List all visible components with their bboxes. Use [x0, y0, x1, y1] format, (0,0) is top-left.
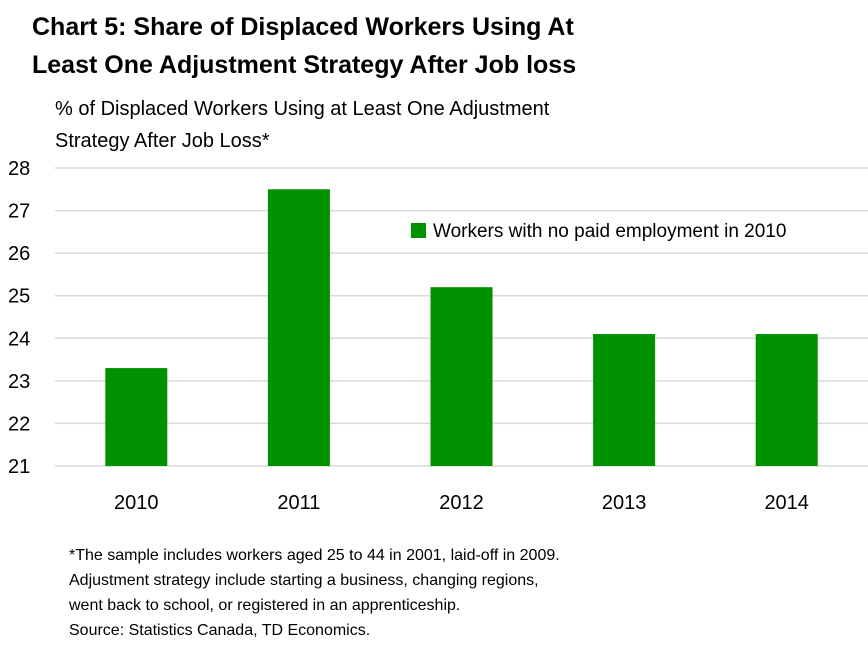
x-axis-ticks: 2010 2011 2012 2013 2014: [114, 492, 809, 514]
footnote-source: Source: Statistics Canada, TD Economics.: [69, 622, 371, 639]
y-tick-label-22: 22: [8, 413, 30, 435]
legend-label: Workers with no paid employment in 2010: [433, 221, 786, 242]
bar-2011: [267, 189, 330, 467]
y-tick-label-21: 21: [8, 456, 30, 478]
y-tick-label-25: 25: [8, 286, 30, 308]
chart-title-line-2: Least One Adjustment Strategy After Job …: [32, 51, 577, 79]
y-axis-label-line-1: % of Displaced Workers Using at Least On…: [55, 98, 550, 120]
bar-2014: [755, 334, 818, 466]
y-tick-label-27: 27: [8, 201, 30, 223]
legend-swatch: [411, 223, 426, 238]
chart-title-line-1: Chart 5: Share of Displaced Workers Usin…: [32, 13, 574, 41]
x-tick-label-2014: 2014: [764, 492, 809, 514]
footnote-line-1: *The sample includes workers aged 25 to …: [69, 547, 560, 564]
bar-2010: [105, 368, 168, 466]
x-tick-label-2010: 2010: [114, 492, 159, 514]
bar-chart: 21 22 23 24 25 26 27 28 2010 2011 2012 2013 2014 Wo…: [8, 158, 868, 514]
y-tick-label-28: 28: [8, 158, 30, 180]
y-axis-label-line-2: Strategy After Job Loss*: [55, 130, 270, 152]
x-tick-label-2011: 2011: [277, 492, 320, 514]
y-tick-label-24: 24: [8, 328, 30, 350]
x-tick-label-2013: 2013: [602, 492, 647, 514]
footnote-line-2: Adjustment strategy include starting a b…: [69, 572, 539, 589]
footnote-line-3: went back to school, or registered in an…: [69, 597, 461, 614]
y-tick-label-23: 23: [8, 371, 30, 393]
bar-2012: [430, 287, 493, 466]
bar-2013: [593, 334, 656, 466]
y-axis-label: % of Displaced Workers Using at Least On…: [55, 93, 755, 157]
footnote: *The sample includes workers aged 25 to …: [69, 543, 849, 643]
legend: Workers with no paid employment in 2010: [411, 221, 786, 242]
chart-title: Chart 5: Share of Displaced Workers Usin…: [32, 8, 852, 84]
x-tick-label-2012: 2012: [439, 492, 484, 514]
y-axis-ticks: 21 22 23 24 25 26 27 28: [8, 158, 30, 478]
y-tick-label-26: 26: [8, 243, 30, 265]
bars: [105, 189, 818, 467]
